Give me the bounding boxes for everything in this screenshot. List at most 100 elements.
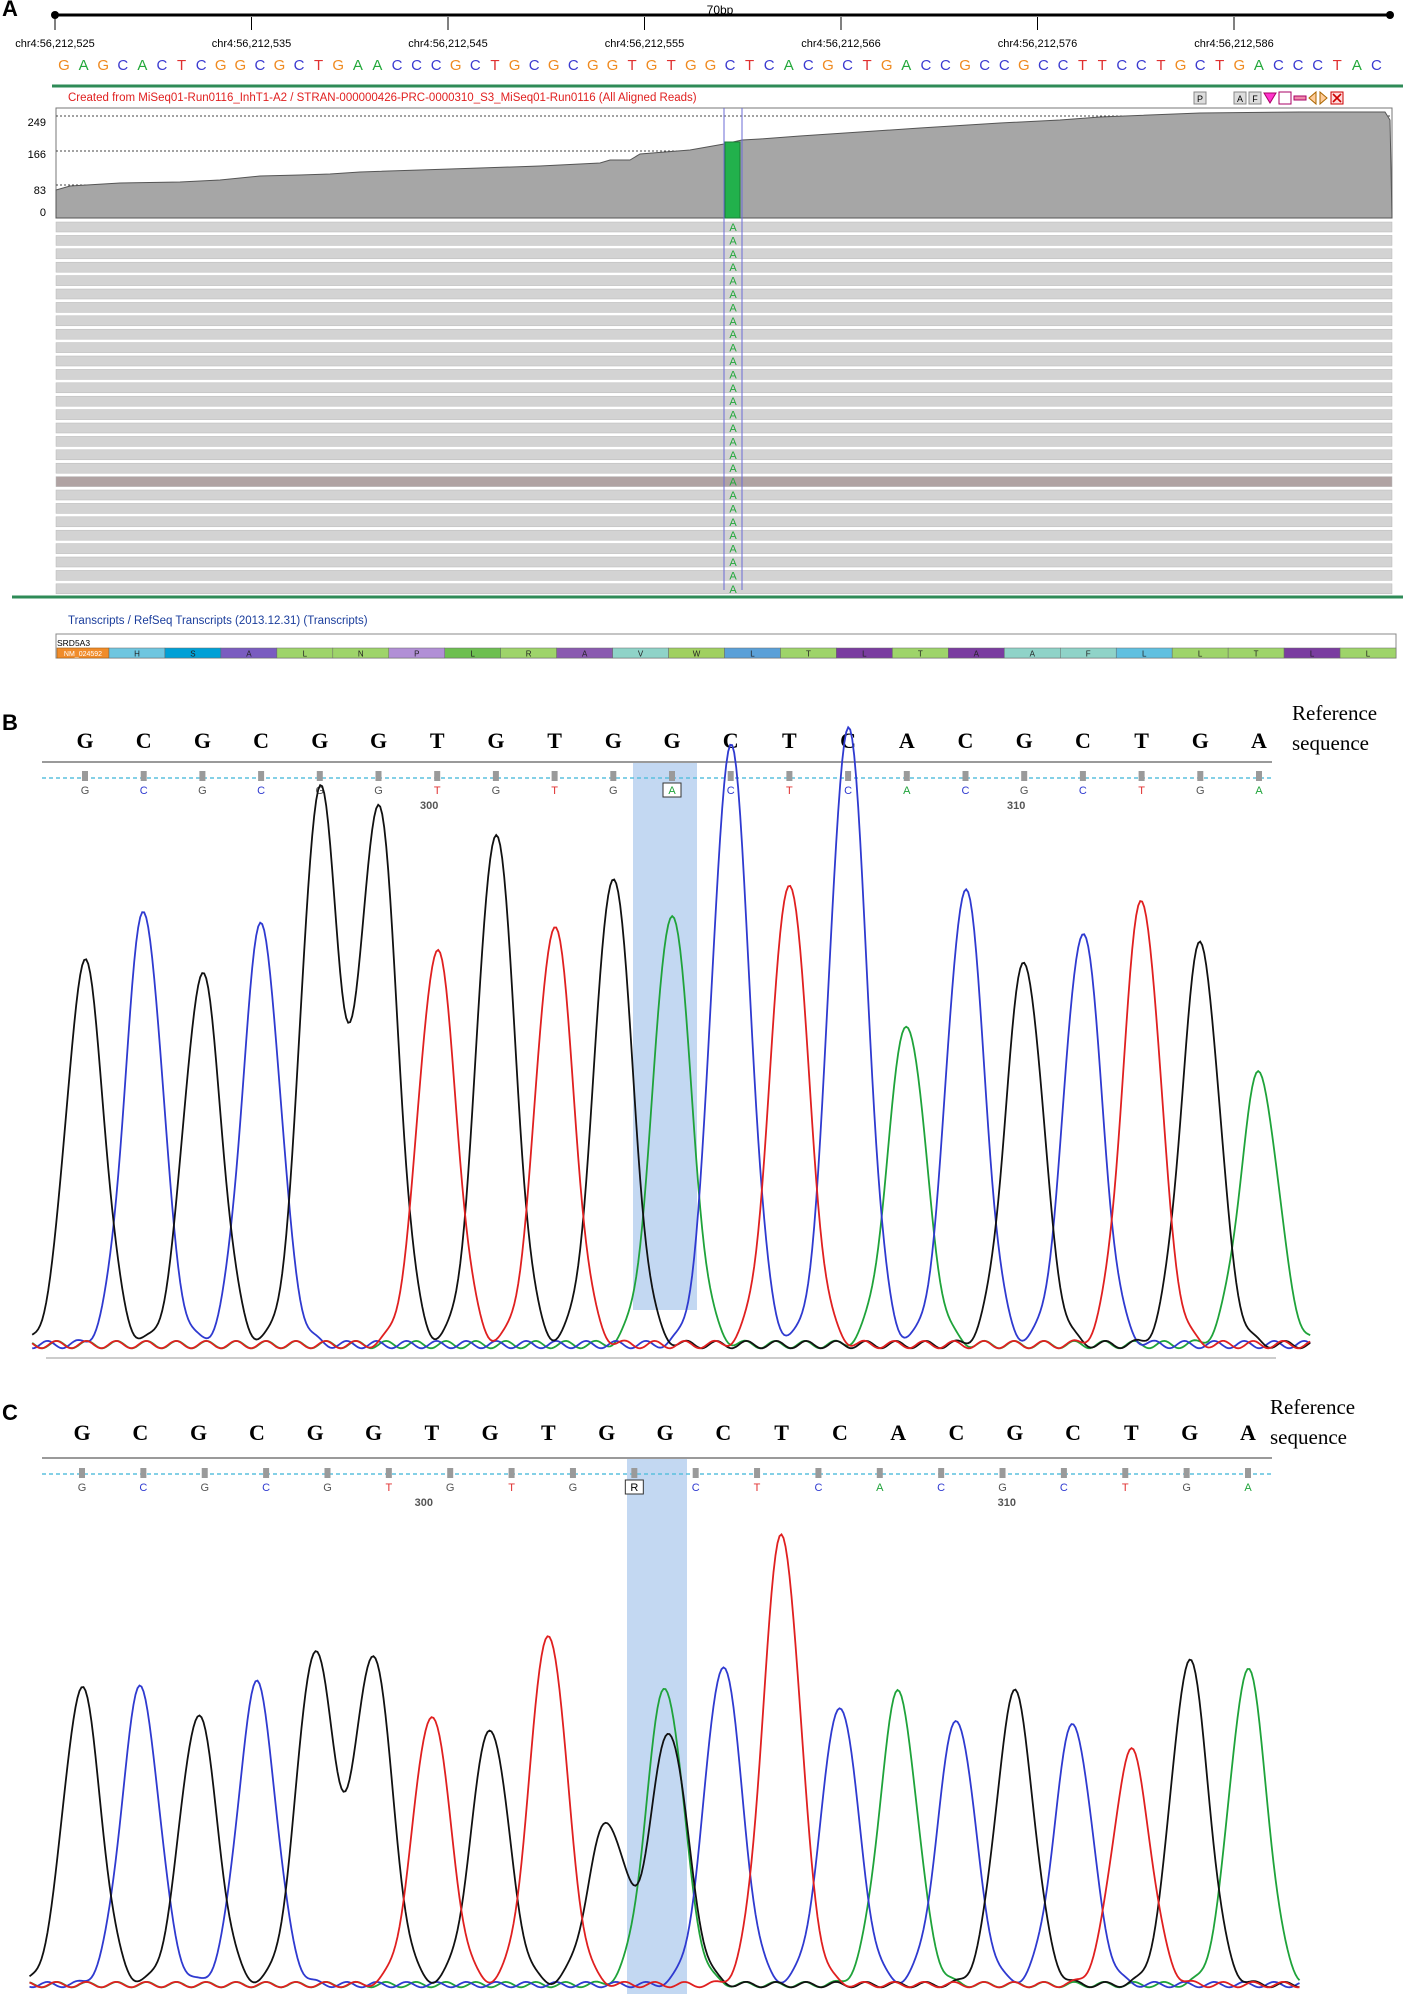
called-base: T xyxy=(385,1482,392,1494)
call-tick xyxy=(375,771,382,781)
variant-base-in-read: A xyxy=(729,302,737,314)
reference-base: T xyxy=(627,57,636,74)
call-tick xyxy=(727,771,734,781)
called-base: C xyxy=(727,785,735,797)
toolbar-p-button[interactable] xyxy=(1193,91,1207,105)
variant-base-in-read: A xyxy=(729,329,737,341)
reference-base: G xyxy=(1233,57,1245,74)
reference-base: A xyxy=(137,57,147,74)
filter-icon[interactable] xyxy=(1263,92,1277,104)
called-base: A xyxy=(903,785,911,797)
trace-c xyxy=(29,1666,1300,1989)
reference-base: G xyxy=(482,1420,499,1445)
arrow-left-icon[interactable] xyxy=(1308,90,1317,106)
call-tick xyxy=(938,1468,945,1478)
reference-base: C xyxy=(999,57,1010,74)
reference-base: G xyxy=(656,1420,673,1445)
variant-base-in-read: A xyxy=(729,369,737,381)
ruler-span-label: 70bp xyxy=(707,3,734,17)
call-tick xyxy=(1079,771,1086,781)
called-base: T xyxy=(508,1482,515,1494)
reference-base: C xyxy=(723,728,739,753)
reference-base: T xyxy=(1134,728,1149,753)
variant-highlight-c xyxy=(627,1458,687,1994)
reference-base: C xyxy=(803,57,814,74)
called-base: G xyxy=(81,785,90,797)
trace-c xyxy=(28,1533,1301,1989)
reference-base: C xyxy=(117,57,128,74)
reference-base: G xyxy=(450,57,462,74)
transcripts-title: Transcripts / RefSeq Transcripts (2013.1… xyxy=(68,615,368,627)
toolbar-a-button[interactable] xyxy=(1233,91,1247,105)
call-tick xyxy=(1021,771,1028,781)
reference-base: C xyxy=(132,1420,148,1445)
reference-base: A xyxy=(1251,728,1267,753)
variant-base-in-read: A xyxy=(729,570,737,582)
reference-base: C xyxy=(1038,57,1049,74)
called-base: T xyxy=(1138,785,1145,797)
called-base: G xyxy=(1196,785,1205,797)
called-base: C xyxy=(962,785,970,797)
variant-call-box xyxy=(624,1479,644,1495)
call-tick xyxy=(903,771,910,781)
reference-base: C xyxy=(254,57,265,74)
called-base: T xyxy=(1122,1482,1129,1494)
called-base: C xyxy=(1079,785,1087,797)
position-label: 300 xyxy=(415,1497,433,1509)
reference-sequence-label-c: Reference sequence xyxy=(1270,1395,1356,1449)
called-base: C xyxy=(844,785,852,797)
toolbar-f-button[interactable] xyxy=(1248,91,1262,105)
variant-base-in-read: A xyxy=(729,289,737,301)
call-tick xyxy=(82,771,88,781)
call-tick xyxy=(385,1468,392,1478)
called-base: C xyxy=(1060,1482,1068,1494)
call-tick xyxy=(1197,771,1204,781)
reference-base: T xyxy=(424,1420,439,1445)
called-base: T xyxy=(754,1482,761,1494)
variant-base-in-read: A xyxy=(729,530,737,542)
minimize-icon[interactable] xyxy=(1293,95,1307,101)
reference-base: C xyxy=(1136,57,1147,74)
reference-base: T xyxy=(1098,57,1107,74)
transcript-id: NM_024592 xyxy=(64,651,102,658)
amino-acid-label: T xyxy=(918,650,923,659)
coverage-track: 249 166 83 0 xyxy=(28,107,1393,219)
reference-base: G xyxy=(1192,728,1209,753)
variant-base-in-read: A xyxy=(729,423,737,435)
reference-base: G xyxy=(76,728,93,753)
reference-base: G xyxy=(370,728,387,753)
called-bases-b: G C G C G G T G T G A C T C A C G C T G A 300 310 xyxy=(81,771,1263,812)
reference-base: G xyxy=(1018,57,1030,74)
reference-base: C xyxy=(294,57,305,74)
window-icon[interactable] xyxy=(1278,91,1292,105)
reference-base: G xyxy=(194,728,211,753)
call-tick xyxy=(316,771,323,781)
reference-base: T xyxy=(1333,57,1342,74)
variant-base-in-read: A xyxy=(729,410,737,422)
call-tick xyxy=(1245,1468,1251,1478)
amino-acid-label: A xyxy=(246,650,252,659)
coordinate-label: chr4:56,212,545 xyxy=(408,38,488,50)
reference-base: A xyxy=(353,57,363,74)
reference-base: T xyxy=(745,57,754,74)
call-tick xyxy=(962,771,969,781)
call-tick xyxy=(569,1468,576,1478)
variant-base-in-read: A xyxy=(729,503,737,515)
reference-base: T xyxy=(177,57,186,74)
called-base: A xyxy=(1255,785,1263,797)
call-tick xyxy=(508,1468,515,1478)
reference-base: C xyxy=(715,1420,731,1445)
reference-base: C xyxy=(958,728,974,753)
reference-base: C xyxy=(470,57,481,74)
reference-base: C xyxy=(1293,57,1304,74)
amino-acid-label: T xyxy=(806,650,811,659)
reference-base: C xyxy=(1312,57,1323,74)
variant-base-in-read: A xyxy=(729,276,737,288)
arrow-right-icon[interactable] xyxy=(1319,90,1328,106)
called-base: G xyxy=(374,785,383,797)
reference-base: G xyxy=(663,728,680,753)
call-tick xyxy=(999,1468,1006,1478)
variant-base-in-read: A xyxy=(729,356,737,368)
